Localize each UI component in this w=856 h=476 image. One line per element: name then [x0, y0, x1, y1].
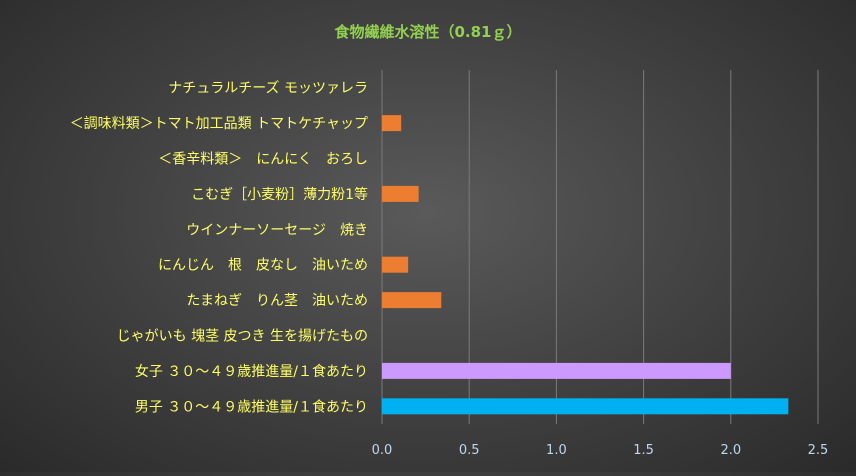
bar-1 — [382, 115, 402, 132]
bar-5 — [382, 256, 409, 273]
bar-6 — [382, 292, 442, 309]
category-label-4: ウインナーソーセージ 焼き — [186, 222, 368, 238]
x-tick-label-1: 0.5 — [459, 443, 480, 458]
category-labels: ナチュラルチーズ モッツァレラ ＜調味料類＞トマト加工品類 トマトケチャップ ＜香辛… — [70, 81, 368, 416]
bar-3 — [382, 185, 419, 202]
category-label-6: たまねぎ りん茎 油いため — [186, 293, 368, 309]
bars — [382, 115, 789, 415]
category-label-8: 女子 ３０～４９歳推進量/１食あたり — [135, 363, 368, 380]
category-label-3: こむぎ［小麦粉］薄力粉1等 — [191, 186, 368, 203]
category-label-5: にんじん 根 皮なし 油いため — [158, 258, 368, 274]
x-axis-ticks: 0.0 0.5 1.0 1.5 2.0 2.5 — [372, 443, 829, 458]
category-label-0: ナチュラルチーズ モッツァレラ — [168, 81, 368, 97]
x-tick-label-2: 1.0 — [546, 443, 567, 458]
category-label-7: じゃがいも 塊茎 皮つき 生を揚げたもの — [117, 328, 368, 345]
x-tick-label-5: 2.5 — [808, 443, 829, 458]
bar-8 — [382, 362, 731, 379]
category-label-9: 男子 ３０～４９歳推進量/１食あたり — [135, 398, 368, 415]
x-tick-label-3: 1.5 — [633, 443, 654, 458]
x-tick-label-0: 0.0 — [372, 443, 393, 458]
x-tick-label-4: 2.0 — [720, 443, 741, 458]
category-label-1: ＜調味料類＞トマト加工品類 トマトケチャップ — [70, 116, 368, 132]
chart-title: 食物繊維水溶性（0.81ｇ） — [334, 23, 521, 42]
category-label-2: ＜香辛料類＞ にんにく おろし — [158, 152, 368, 168]
bar-9 — [382, 398, 789, 415]
